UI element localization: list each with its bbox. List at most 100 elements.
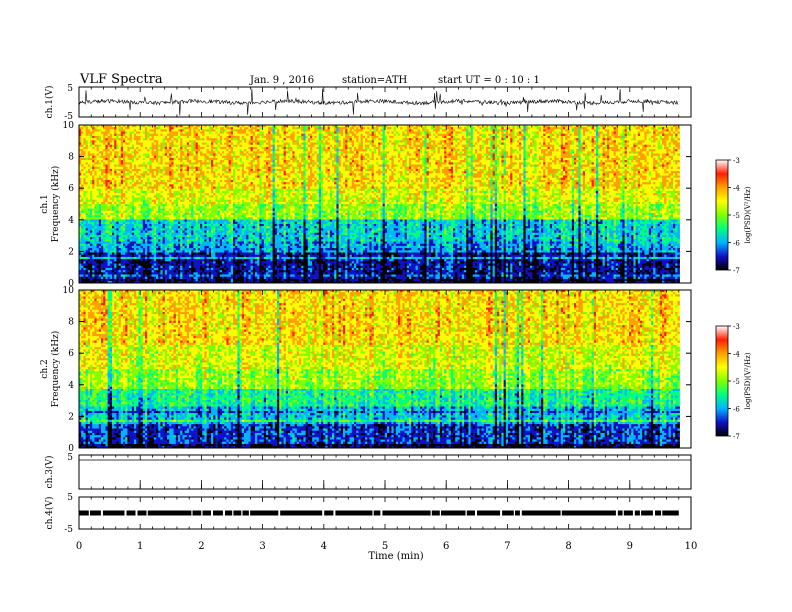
spectrogram-cell [145,274,148,277]
spectrogram-cell [450,243,454,246]
spectrogram-cell [545,261,548,264]
spectrogram-cell [85,269,89,273]
spectrogram-cell [112,252,115,255]
spectrogram-cell [534,276,537,279]
spectrogram-cell [211,280,214,284]
spectrogram-cell [488,258,491,262]
spectrogram-cell [481,263,485,266]
spectrogram-cell [169,280,172,284]
spectrogram-cell [266,243,269,246]
spectrogram-cell [662,274,665,277]
spectrogram-cell [382,280,386,284]
spectrogram-cell [589,243,592,246]
spectrogram-cell [81,263,84,266]
spectrogram-cell [116,258,119,262]
spectrogram-cell [158,250,161,253]
spectrogram-cell [211,263,214,266]
spectrogram-cell [424,269,427,273]
spectrogram-cell [664,250,667,253]
spectrogram-cell [591,256,595,260]
spectrogram-cell [611,263,614,266]
spectrogram-cell [483,256,487,260]
spectrogram-cell [217,261,221,264]
spectrogram-cell [103,278,106,282]
spectrogram-cell [85,276,89,279]
spectrogram-cell [648,272,652,275]
spectrogram-cell [329,267,333,271]
spectrogram-cell [424,272,427,275]
spectrogram-cell [296,243,300,246]
spectrogram-cell [574,265,577,268]
spectrogram-cell [101,274,104,277]
spectrogram-cell [578,254,581,257]
spectrogram-cell [461,280,465,284]
spectrogram-cell [241,269,245,273]
spectrogram-cell [259,247,262,251]
spectrogram-cell [387,276,390,279]
spectrogram-cell [257,272,260,275]
spectrogram-cell [318,261,322,264]
spectrogram-cell [147,280,150,284]
spectrogram-cell [640,254,643,257]
spectrogram-cell [609,252,612,255]
spectrogram-cell [171,261,174,264]
spectrogram-cell [549,272,553,275]
spectrogram-cell [461,256,465,260]
spectrogram-cell [173,245,177,249]
spectrogram-cell [228,241,232,244]
spectrogram-cell [83,252,86,255]
spectrogram-cell [235,254,238,257]
spectrogram-cell [534,267,537,271]
spectrogram-cell [191,274,194,277]
spectrogram-cell [160,252,163,255]
spectrogram-cell [631,261,634,264]
spectrogram-cell [466,247,469,251]
spectrogram-cell [422,256,425,260]
spectrogram-cell [455,274,458,277]
spectrogram-cell [184,263,188,266]
spectrogram-cell [378,278,381,282]
spectrogram-cell [171,263,174,266]
spectrogram-cell [202,243,205,246]
spectrogram-cell [182,263,185,266]
spectrogram-cell [340,274,344,277]
spectrogram-cell [459,280,463,284]
spectrogram-cell [620,278,623,282]
spectrogram-cell [356,265,359,268]
spectrogram-cell [510,272,513,275]
spectrogram-cell [455,250,458,253]
spectrogram-cell [589,280,592,284]
spectrogram-cell [631,265,634,268]
spectrogram-cell [404,272,408,275]
spectrogram-cell [259,269,262,273]
spectrogram-cell [613,250,617,253]
spectrogram-cell [501,243,504,246]
spectrogram-cell [149,241,152,244]
spectrogram-cell [563,269,566,273]
spectrogram-cell [362,272,366,275]
spectrogram-cell [620,274,623,277]
spectrogram-cell [347,278,350,282]
spectrogram-cell [248,265,251,268]
spectrogram-cell [241,254,245,257]
spectrogram-cell [558,261,562,264]
spectrogram-cell [332,280,335,284]
spectrogram-cell [301,276,304,279]
spectrogram-cell [492,254,496,257]
spectrogram-cell [552,278,555,282]
spectrogram-cell [424,247,427,251]
spectrogram-cell [182,269,185,273]
spectrogram-cell [549,278,553,282]
spectrogram-cell [204,241,207,244]
spectrogram-cell [277,272,280,275]
spectrogram-cell [239,274,243,277]
spectrogram-cell [118,252,122,255]
spectrogram-cell [349,245,353,249]
spectrogram-cell [631,243,634,246]
spectrogram-cell [477,243,480,246]
spectrogram-cell [532,267,535,271]
spectrogram-cell [576,269,579,273]
spectrogram-cell [92,247,95,251]
spectrogram-cell [582,274,586,277]
spectrogram-cell [459,254,463,257]
